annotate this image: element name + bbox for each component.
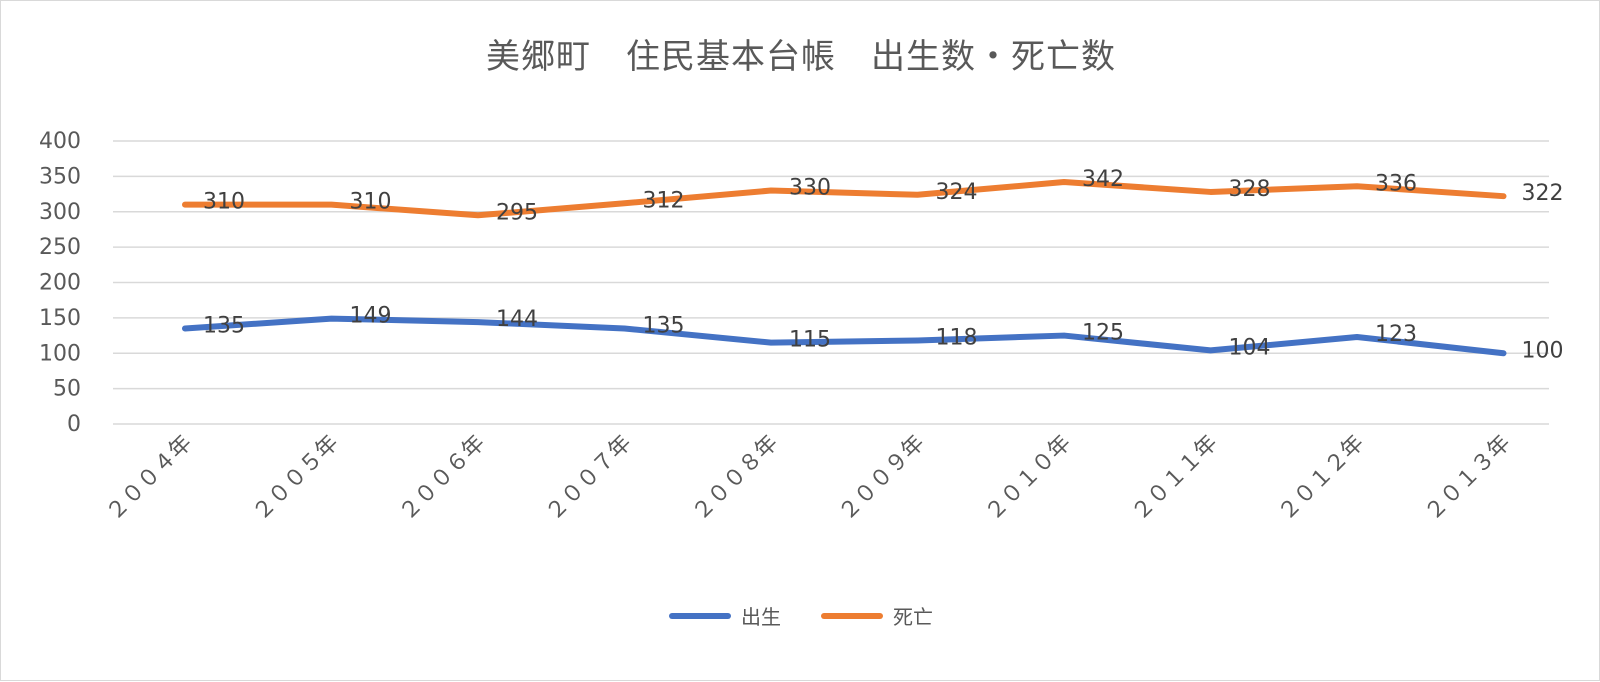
data-label-deaths: 310 xyxy=(350,190,392,215)
y-axis-ticks: 400 350 300 250 200 150 100 50 0 xyxy=(39,129,81,437)
data-label-deaths: 322 xyxy=(1522,181,1564,206)
data-label-births: 104 xyxy=(1229,335,1271,360)
legend-label-deaths: 死亡 xyxy=(893,605,933,629)
series-line-deaths xyxy=(182,179,1507,219)
x-tick-label: ２００７年 xyxy=(541,431,636,526)
x-tick-label: ２０１３年 xyxy=(1420,431,1515,526)
grid-lines xyxy=(113,140,1549,425)
data-labels: 135 149 144 135 115 118 125 104 123 100 310 310 295 3… xyxy=(203,167,1564,363)
data-label-deaths: 330 xyxy=(789,176,831,201)
data-label-births: 135 xyxy=(203,313,245,338)
legend: 出生 死亡 xyxy=(1,601,1600,630)
data-label-deaths: 295 xyxy=(496,200,538,225)
x-tick-label: ２０１２年 xyxy=(1274,431,1369,526)
data-label-births: 135 xyxy=(643,313,685,338)
x-axis-ticks: ２００４年 ２００５年 ２００６年 ２００７年 ２００８年 ２００９年 ２０１０年 ２０１１年… xyxy=(102,431,1516,526)
legend-item-deaths[interactable]: 死亡 xyxy=(821,601,933,630)
y-tick-label: 250 xyxy=(39,235,81,260)
y-tick-label: 300 xyxy=(39,200,81,225)
series-line-births xyxy=(182,315,1507,357)
data-label-births: 125 xyxy=(1082,321,1124,346)
data-label-deaths: 342 xyxy=(1082,167,1124,192)
data-label-births: 123 xyxy=(1375,322,1417,347)
data-label-deaths: 312 xyxy=(643,188,685,213)
y-tick-label: 350 xyxy=(39,164,81,189)
data-label-deaths: 336 xyxy=(1375,171,1417,196)
data-label-births: 115 xyxy=(789,328,831,353)
data-label-births: 100 xyxy=(1522,338,1564,363)
x-tick-label: ２００８年 xyxy=(688,431,783,526)
y-tick-label: 100 xyxy=(39,341,81,366)
y-tick-label: 0 xyxy=(67,412,81,437)
data-label-deaths: 324 xyxy=(936,180,978,205)
x-tick-label: ２００９年 xyxy=(834,431,929,526)
data-label-deaths: 328 xyxy=(1229,177,1271,202)
data-label-deaths: 310 xyxy=(203,190,245,215)
x-tick-label: ２０１１年 xyxy=(1127,431,1222,526)
chart-title: 美郷町 住民基本台帳 出生数・死亡数 xyxy=(486,37,1116,77)
legend-swatch-deaths xyxy=(821,612,883,619)
x-tick-label: ２０１０年 xyxy=(981,431,1076,526)
legend-item-births[interactable]: 出生 xyxy=(669,601,781,630)
data-label-births: 118 xyxy=(936,326,978,351)
y-tick-label: 150 xyxy=(39,306,81,331)
data-label-births: 144 xyxy=(496,307,538,332)
y-tick-label: 50 xyxy=(53,377,81,402)
x-tick-label: ２００５年 xyxy=(248,431,343,526)
x-tick-label: ２００６年 xyxy=(395,431,490,526)
legend-swatch-births xyxy=(669,612,731,619)
x-tick-label: ２００４年 xyxy=(102,431,197,526)
y-tick-label: 200 xyxy=(39,271,81,296)
legend-label-births: 出生 xyxy=(741,605,781,629)
data-label-births: 149 xyxy=(350,304,392,329)
series-lines xyxy=(182,179,1507,357)
y-tick-label: 400 xyxy=(39,129,81,154)
